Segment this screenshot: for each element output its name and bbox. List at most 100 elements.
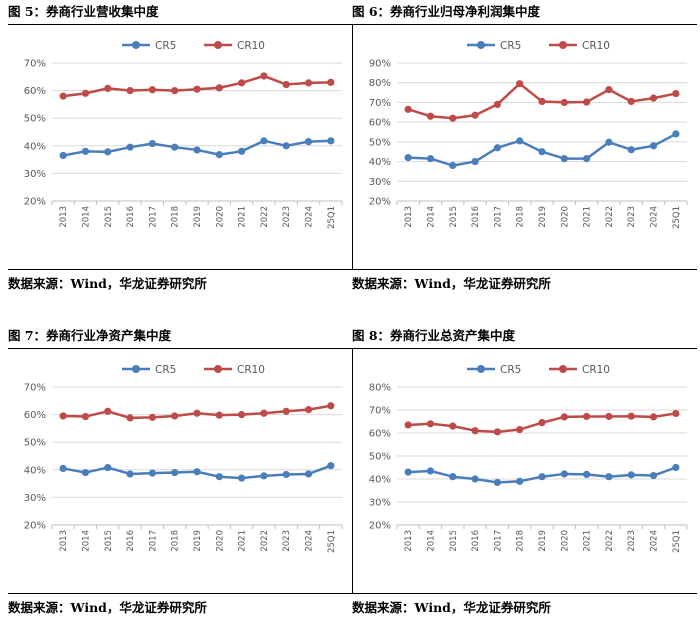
chart-net-assets: 20% 30% 40% 50% 60% 70% 2013 2014 2015 2016 2017 20… [24, 364, 343, 553]
legend: CR5 CR10 [467, 364, 610, 376]
legend-marker [132, 365, 140, 373]
y-tick-label: 60% [369, 118, 391, 129]
data-point-cr10 [104, 84, 112, 92]
data-point-cr10 [171, 412, 179, 420]
x-tick-label: 2023 [282, 206, 292, 228]
data-point-cr10 [215, 411, 223, 419]
data-point-cr10 [304, 406, 313, 414]
data-point-cr5 [304, 138, 313, 146]
chart-frame: 20% 30% 40% 50% 60% 70% 80% 2013 2014 2015 2016 201… [352, 348, 697, 594]
data-point-cr5 [471, 157, 479, 166]
data-point-cr5 [560, 155, 568, 163]
chart-source: 数据来源：Wind，华龙证券研究所 [8, 600, 207, 615]
data-point-cr10 [171, 87, 179, 95]
x-tick-label: 2016 [126, 206, 136, 228]
x-tick-label: 25Q1 [672, 530, 682, 553]
x-tick-label: 2013 [404, 206, 414, 228]
data-point-cr10 [605, 412, 613, 421]
x-tick-label: 2018 [171, 206, 181, 228]
x-tick-label: 2017 [493, 530, 503, 552]
x-tick-label: 2021 [583, 206, 593, 228]
data-point-cr5 [59, 464, 67, 473]
data-point-cr5 [493, 478, 501, 487]
x-tick-label: 2024 [650, 206, 660, 228]
legend-label: CR5 [500, 40, 521, 52]
data-point-cr10 [238, 79, 246, 87]
data-point-cr10 [649, 94, 658, 102]
y-tick-label: 70% [369, 406, 391, 417]
data-point-cr10 [516, 80, 524, 88]
y-tick-label: 40% [369, 157, 391, 168]
x-tick-label: 2020 [560, 530, 570, 552]
data-point-cr10 [282, 407, 290, 415]
x-tick-label: 25Q1 [327, 206, 337, 229]
y-tick-label: 20% [369, 197, 391, 208]
data-point-cr10 [426, 420, 435, 428]
data-point-cr5 [215, 473, 223, 481]
data-point-cr5 [649, 142, 658, 150]
data-point-cr10 [516, 425, 524, 434]
chart-title: 图 5：券商行业营收集中度 [8, 4, 159, 19]
y-tick-label: 70% [369, 98, 391, 109]
data-point-cr5 [148, 139, 156, 148]
data-point-cr5 [148, 469, 156, 477]
data-point-cr10 [471, 111, 479, 119]
y-tick-label: 30% [24, 493, 46, 504]
data-point-cr10 [126, 87, 134, 95]
data-point-cr5 [605, 138, 613, 146]
x-tick-label: 2022 [605, 206, 615, 228]
data-point-cr5 [583, 155, 591, 163]
y-tick-label: 50% [24, 114, 46, 125]
y-tick-label: 80% [369, 383, 391, 394]
x-tick-label: 2016 [471, 530, 481, 552]
y-tick-label: 60% [24, 410, 46, 421]
x-tick-label: 2015 [449, 530, 459, 552]
x-tick-label: 2015 [104, 530, 114, 552]
data-point-cr10 [104, 407, 112, 415]
data-point-cr5 [81, 468, 90, 477]
data-point-cr5 [282, 470, 290, 479]
data-point-cr10 [327, 402, 335, 410]
x-tick-label: 2016 [471, 206, 481, 228]
x-tick-label: 2017 [148, 530, 158, 552]
y-tick-label: 20% [369, 521, 391, 532]
data-point-cr5 [327, 462, 335, 470]
data-point-cr10 [672, 409, 680, 418]
chart-title: 图 6：券商行业归母净利润集中度 [352, 4, 541, 19]
data-point-cr10 [672, 89, 680, 98]
x-tick-label: 2021 [583, 530, 593, 552]
data-point-cr5 [260, 472, 268, 480]
x-tick-label: 2015 [104, 206, 114, 228]
x-tick-label: 2015 [449, 206, 459, 228]
data-point-cr10 [493, 100, 501, 108]
data-point-cr5 [404, 468, 412, 476]
y-tick-label: 30% [369, 177, 391, 188]
legend-marker [132, 41, 140, 49]
data-point-cr10 [282, 80, 290, 89]
legend-marker [214, 365, 222, 373]
y-tick-label: 20% [24, 521, 46, 532]
data-point-cr5 [471, 475, 479, 483]
x-tick-label: 2017 [148, 206, 158, 228]
data-point-cr10 [148, 86, 156, 94]
data-point-cr10 [493, 428, 501, 436]
x-tick-label: 2018 [516, 206, 526, 228]
x-tick-label: 2018 [171, 530, 181, 552]
data-point-cr5 [627, 146, 635, 154]
data-point-cr5 [238, 474, 246, 482]
data-point-cr5 [449, 473, 457, 481]
data-point-cr5 [516, 137, 524, 145]
data-point-cr5 [672, 463, 680, 472]
x-tick-label: 2014 [81, 206, 91, 228]
data-point-cr5 [304, 470, 313, 478]
data-point-cr10 [126, 414, 134, 422]
data-point-cr5 [193, 468, 201, 476]
legend-marker [214, 41, 222, 49]
data-point-cr10 [426, 112, 435, 120]
legend-label: CR10 [582, 364, 610, 376]
data-point-cr5 [649, 471, 658, 480]
data-point-cr5 [426, 155, 435, 163]
data-point-cr5 [171, 143, 179, 151]
data-point-cr5 [104, 463, 112, 472]
x-tick-label: 2013 [59, 206, 69, 228]
